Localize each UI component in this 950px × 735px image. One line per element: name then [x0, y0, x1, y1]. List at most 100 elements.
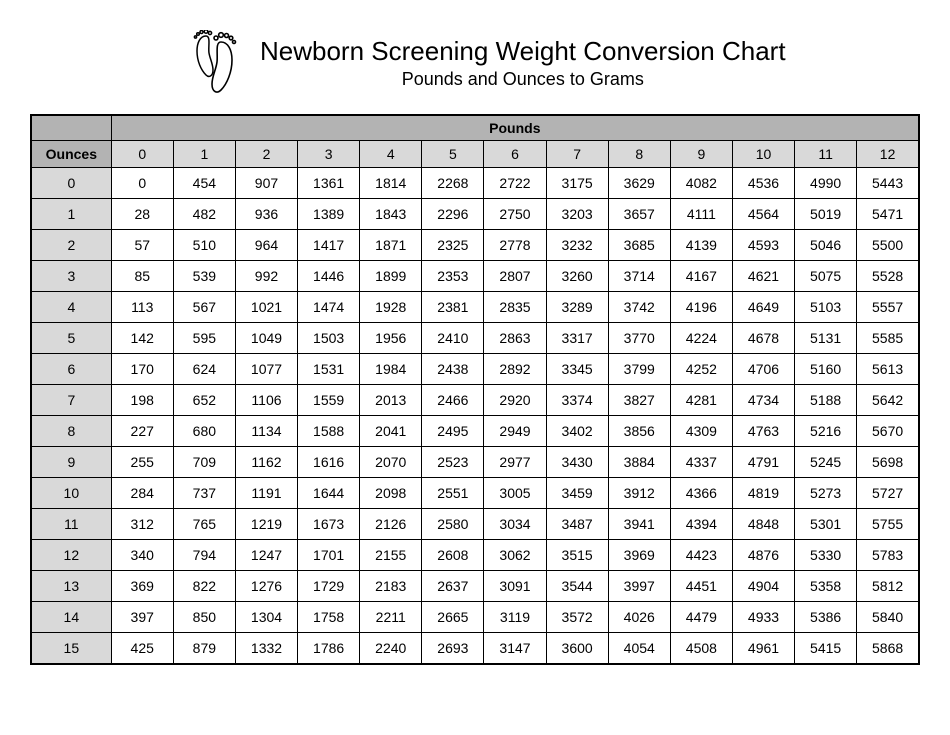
grams-cell: 4394: [670, 509, 732, 540]
grams-cell: 4904: [732, 571, 794, 602]
pound-header: 6: [484, 141, 546, 168]
grams-cell: 3742: [608, 292, 670, 323]
grams-cell: 3402: [546, 416, 608, 447]
grams-cell: 2665: [422, 602, 484, 633]
grams-cell: 3459: [546, 478, 608, 509]
grams-cell: 4819: [732, 478, 794, 509]
grams-cell: 1077: [235, 354, 297, 385]
page: Newborn Screening Weight Conversion Char…: [0, 0, 950, 705]
grams-cell: 5812: [857, 571, 919, 602]
page-title: Newborn Screening Weight Conversion Char…: [260, 36, 786, 67]
grams-cell: 2949: [484, 416, 546, 447]
ounce-header: 4: [31, 292, 111, 323]
table-row: 1028473711911644209825513005345939124366…: [31, 478, 919, 509]
grams-cell: 4167: [670, 261, 732, 292]
grams-cell: 652: [173, 385, 235, 416]
grams-cell: 5358: [795, 571, 857, 602]
grams-cell: 2240: [360, 633, 422, 665]
table-head: Pounds Ounces 0123456789101112: [31, 115, 919, 168]
header: Newborn Screening Weight Conversion Char…: [190, 30, 920, 96]
grams-cell: 2863: [484, 323, 546, 354]
grams-cell: 5613: [857, 354, 919, 385]
grams-cell: 5471: [857, 199, 919, 230]
ounce-header: 12: [31, 540, 111, 571]
ounce-header: 2: [31, 230, 111, 261]
grams-cell: 4111: [670, 199, 732, 230]
ounce-header: 5: [31, 323, 111, 354]
grams-cell: 3884: [608, 447, 670, 478]
header-row-numbers: Ounces 0123456789101112: [31, 141, 919, 168]
ounce-header: 0: [31, 168, 111, 199]
ounce-header: 11: [31, 509, 111, 540]
header-ounces-label: Ounces: [31, 141, 111, 168]
grams-cell: 1588: [298, 416, 360, 447]
grams-cell: 1134: [235, 416, 297, 447]
grams-cell: 5500: [857, 230, 919, 261]
grams-cell: 5642: [857, 385, 919, 416]
grams-cell: 5727: [857, 478, 919, 509]
table-row: 6170624107715311984243828923345379942524…: [31, 354, 919, 385]
grams-cell: 3629: [608, 168, 670, 199]
grams-cell: 2296: [422, 199, 484, 230]
header-blank: [31, 115, 111, 141]
grams-cell: 85: [111, 261, 173, 292]
table-row: 1542587913321786224026933147360040544508…: [31, 633, 919, 665]
grams-cell: 2041: [360, 416, 422, 447]
grams-cell: 1332: [235, 633, 297, 665]
grams-cell: 1984: [360, 354, 422, 385]
grams-cell: 1758: [298, 602, 360, 633]
grams-cell: 5301: [795, 509, 857, 540]
grams-cell: 5019: [795, 199, 857, 230]
grams-cell: 539: [173, 261, 235, 292]
grams-cell: 2353: [422, 261, 484, 292]
grams-cell: 3345: [546, 354, 608, 385]
grams-cell: 482: [173, 199, 235, 230]
grams-cell: 4366: [670, 478, 732, 509]
grams-cell: 1701: [298, 540, 360, 571]
grams-cell: 4082: [670, 168, 732, 199]
table-row: 1336982212761729218326373091354439974451…: [31, 571, 919, 602]
grams-cell: 2495: [422, 416, 484, 447]
grams-cell: 3430: [546, 447, 608, 478]
grams-cell: 2183: [360, 571, 422, 602]
grams-cell: 5160: [795, 354, 857, 385]
ounce-header: 3: [31, 261, 111, 292]
ounce-header: 14: [31, 602, 111, 633]
pound-header: 12: [857, 141, 919, 168]
grams-cell: 2608: [422, 540, 484, 571]
grams-cell: 3260: [546, 261, 608, 292]
table-row: 1234079412471701215526083062351539694423…: [31, 540, 919, 571]
grams-cell: 57: [111, 230, 173, 261]
grams-cell: 1786: [298, 633, 360, 665]
grams-cell: 5868: [857, 633, 919, 665]
grams-cell: 4196: [670, 292, 732, 323]
table-row: 1439785013041758221126653119357240264479…: [31, 602, 919, 633]
grams-cell: 3912: [608, 478, 670, 509]
grams-cell: 595: [173, 323, 235, 354]
grams-cell: 5670: [857, 416, 919, 447]
grams-cell: 3969: [608, 540, 670, 571]
grams-cell: 255: [111, 447, 173, 478]
grams-cell: 5585: [857, 323, 919, 354]
grams-cell: 4451: [670, 571, 732, 602]
table-row: 2575109641417187123252778323236854139459…: [31, 230, 919, 261]
grams-cell: 2750: [484, 199, 546, 230]
grams-cell: 1021: [235, 292, 297, 323]
grams-cell: 4990: [795, 168, 857, 199]
table-row: 1284829361389184322962750320336574111456…: [31, 199, 919, 230]
grams-cell: 2722: [484, 168, 546, 199]
pound-header: 4: [360, 141, 422, 168]
grams-cell: 3856: [608, 416, 670, 447]
grams-cell: 1531: [298, 354, 360, 385]
grams-cell: 1446: [298, 261, 360, 292]
pound-header: 1: [173, 141, 235, 168]
grams-cell: 1304: [235, 602, 297, 633]
grams-cell: 0: [111, 168, 173, 199]
grams-cell: 1559: [298, 385, 360, 416]
grams-cell: 454: [173, 168, 235, 199]
grams-cell: 3827: [608, 385, 670, 416]
grams-cell: 3119: [484, 602, 546, 633]
pound-header: 5: [422, 141, 484, 168]
grams-cell: 2381: [422, 292, 484, 323]
grams-cell: 2013: [360, 385, 422, 416]
